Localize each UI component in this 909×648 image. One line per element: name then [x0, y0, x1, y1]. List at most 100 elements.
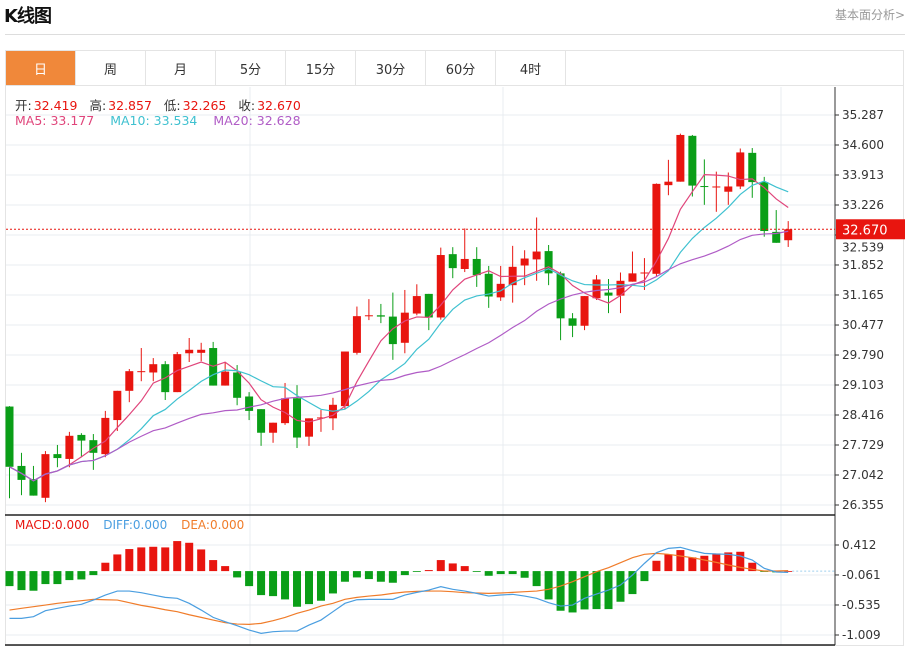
macd-bar [352, 571, 361, 578]
candle [149, 358, 158, 382]
macd-bar [508, 571, 517, 575]
macd-bar [688, 557, 697, 572]
macd-y-tick-label: 0.412 [842, 538, 876, 552]
candle-body [89, 440, 98, 453]
dea-legend: DEA:0.000 [181, 518, 245, 532]
tab-week[interactable]: 周 [76, 51, 146, 85]
macd-y-tick-label: -1.009 [842, 628, 881, 642]
candle-body [700, 186, 709, 188]
candle [592, 275, 601, 301]
candle-body [424, 293, 433, 318]
macd-bar [5, 571, 14, 587]
candle [340, 351, 349, 410]
macd-bar [460, 566, 469, 572]
high-label: 高: [89, 98, 107, 113]
candle [53, 444, 62, 468]
tab-4hour[interactable]: 4时 [496, 51, 566, 85]
tab-day[interactable]: 日 [6, 51, 76, 85]
macd-bar [736, 551, 745, 572]
tab-5min[interactable]: 5分 [216, 51, 286, 85]
candle-body [185, 349, 194, 354]
macd-bar [113, 554, 122, 572]
candle [736, 148, 745, 190]
candle-body [592, 279, 601, 299]
candle [113, 390, 122, 431]
candle [700, 159, 709, 205]
macd-bar [484, 571, 493, 576]
ma20-line [9, 230, 789, 482]
candle-body [376, 315, 385, 317]
candle [724, 172, 733, 205]
candle [5, 406, 14, 499]
candle-body [724, 186, 733, 192]
macd-bar [436, 560, 445, 572]
candle-body [352, 316, 361, 353]
candle [161, 361, 170, 400]
divider [5, 34, 905, 35]
candle [77, 433, 86, 458]
candle-body [784, 229, 793, 241]
candle-body [173, 354, 182, 393]
candle-body [532, 251, 541, 260]
macd-bar [364, 571, 373, 580]
macd-bar [340, 571, 349, 582]
candle [580, 296, 589, 331]
candle-body [197, 349, 206, 353]
candle [448, 247, 457, 279]
tab-30min[interactable]: 30分 [356, 51, 426, 85]
candle [520, 250, 529, 286]
candle [65, 431, 74, 468]
macd-bar [197, 549, 206, 572]
candle-body [388, 316, 397, 345]
candle [209, 341, 218, 386]
fundamental-analysis-link[interactable]: 基本面分析> [834, 8, 905, 22]
candle-body [640, 272, 649, 274]
tab-month[interactable]: 月 [146, 51, 216, 85]
candle-body [772, 231, 781, 243]
candle [760, 176, 769, 237]
macd-bar [748, 562, 757, 572]
candle [484, 265, 493, 308]
candle-body [305, 418, 313, 437]
macd-bar [328, 571, 337, 594]
candle-body [137, 371, 146, 373]
macd-bar [305, 571, 313, 605]
candle [556, 271, 565, 341]
macd-bar [400, 571, 409, 576]
macd-bar [65, 571, 74, 581]
y-tick-label: 33.226 [842, 198, 884, 212]
candle [460, 228, 469, 273]
macd-bar [221, 566, 230, 572]
candle-body [293, 398, 302, 438]
candle-body [281, 398, 290, 424]
low-label: 低: [163, 98, 181, 113]
y-tick-label: 35.287 [842, 108, 884, 122]
candle-body [113, 390, 122, 421]
macd-bar [472, 571, 481, 572]
candle-body [245, 396, 254, 411]
candle-body [544, 251, 553, 274]
close-label: 收: [238, 98, 256, 113]
open-label: 开: [15, 98, 32, 113]
candle [784, 221, 793, 247]
macd-bar [412, 571, 421, 572]
current-price-badge [836, 219, 905, 240]
candle [197, 342, 206, 362]
y-tick-label: 28.416 [842, 408, 884, 422]
candle [748, 148, 757, 198]
candle [245, 392, 254, 421]
diff-line [9, 546, 789, 634]
tab-15min[interactable]: 15分 [286, 51, 356, 85]
macd-bar [125, 549, 134, 572]
ma10-line [9, 180, 789, 482]
ma5-legend: MA5: 33.177 [15, 113, 95, 128]
macd-bar [29, 571, 38, 591]
candle-body [484, 273, 493, 297]
y-tick-label: 27.729 [842, 438, 884, 452]
tab-60min[interactable]: 60分 [426, 51, 496, 85]
current-price-label: 32.670 [842, 223, 888, 238]
candle-body [520, 258, 529, 266]
candle [472, 247, 481, 287]
macd-bar [448, 563, 457, 572]
